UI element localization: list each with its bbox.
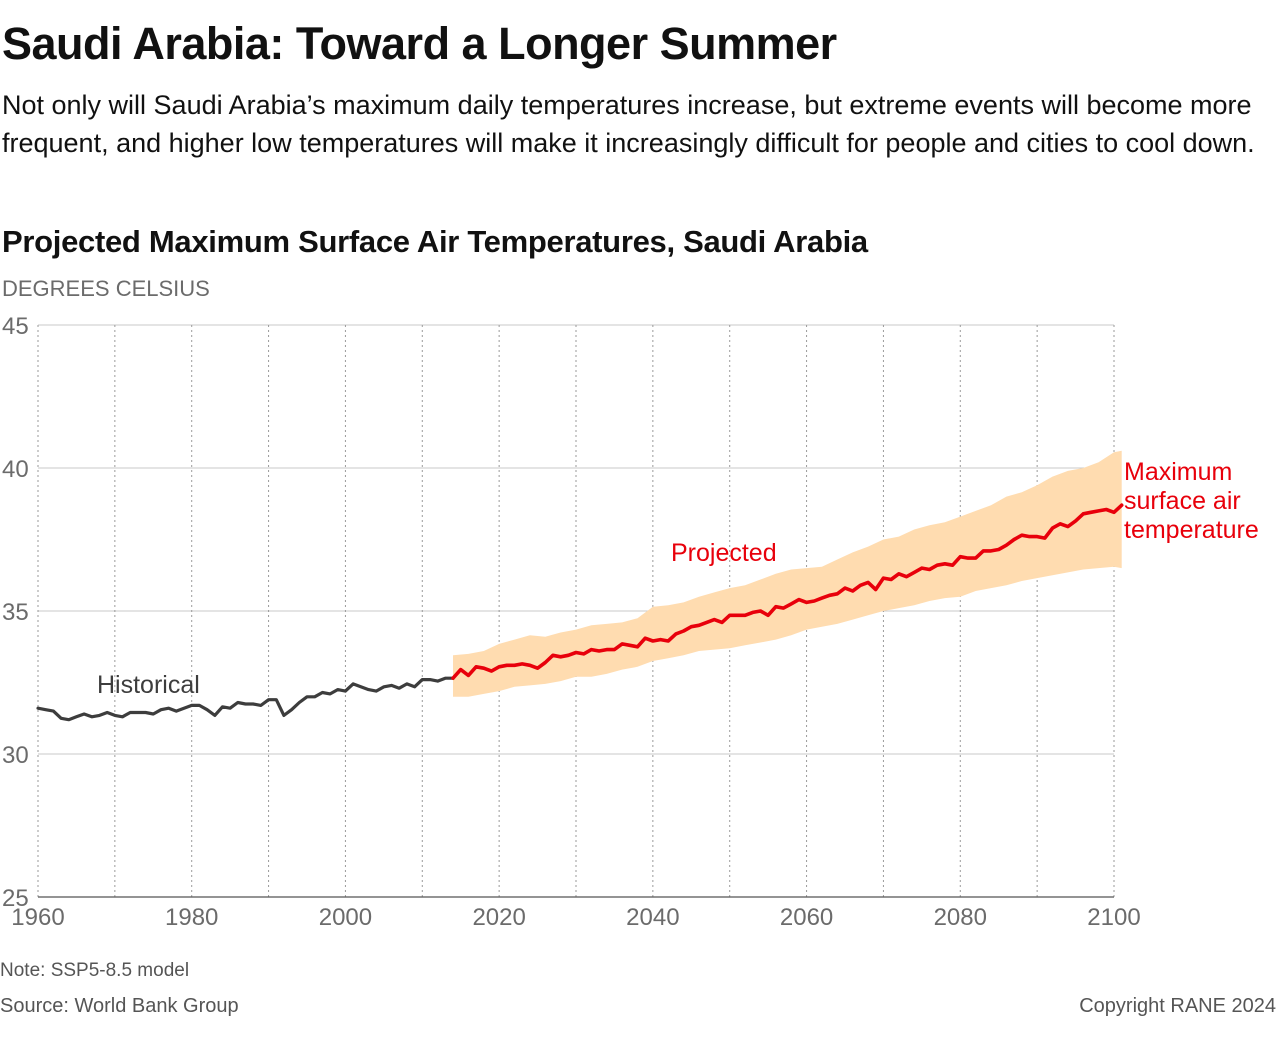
copyright: Copyright RANE 2024 — [1079, 995, 1276, 1017]
chart-title: Projected Maximum Surface Air Temperatur… — [2, 224, 868, 259]
label-layer: Historical Projected Maximum surface air tem… — [97, 458, 1259, 699]
projected-label: Projected — [671, 539, 777, 567]
x-tick-label: 2020 — [472, 904, 525, 931]
y-tick-label: 40 — [2, 456, 29, 483]
x-tick-label: 1980 — [165, 904, 218, 931]
y-tick-label: 25 — [2, 885, 29, 912]
axis-layer: 25 30 35 40 45 1960 1980 2000 2020 2040 2060 2080 21… — [2, 313, 1141, 931]
chart-note: Note: SSP5-8.5 model — [0, 960, 190, 981]
grid-layer — [37, 324, 1115, 897]
y-tick-label: 35 — [2, 599, 29, 626]
x-tick-label: 2100 — [1087, 904, 1140, 931]
series-label: Maximum surface air temperature — [1124, 458, 1259, 544]
series-line-projected — [451, 503, 1124, 680]
x-tick-label: 2060 — [780, 904, 833, 931]
x-tick-label: 2000 — [319, 904, 372, 931]
line-layer — [36, 503, 1124, 722]
x-tick-label: 2040 — [626, 904, 679, 931]
page-subtitle: Not only will Saudi Arabia’s maximum dai… — [2, 90, 1255, 158]
temperature-line-chart: 25 30 35 40 45 1960 1980 2000 2020 2040 2060 2080 21… — [2, 313, 1259, 931]
chart-source: Source: World Bank Group — [0, 995, 239, 1017]
x-tick-label: 1960 — [11, 904, 64, 931]
y-tick-label: 45 — [2, 313, 29, 340]
projected-range-band — [453, 450, 1122, 697]
band-layer — [453, 450, 1122, 697]
historical-label: Historical — [97, 671, 200, 699]
series-line-historical — [36, 676, 455, 722]
page-title: Saudi Arabia: Toward a Longer Summer — [2, 18, 837, 69]
y-tick-label: 30 — [2, 742, 29, 769]
y-axis-unit-label: DEGREES CELSIUS — [2, 276, 210, 301]
x-tick-label: 2080 — [934, 904, 987, 931]
